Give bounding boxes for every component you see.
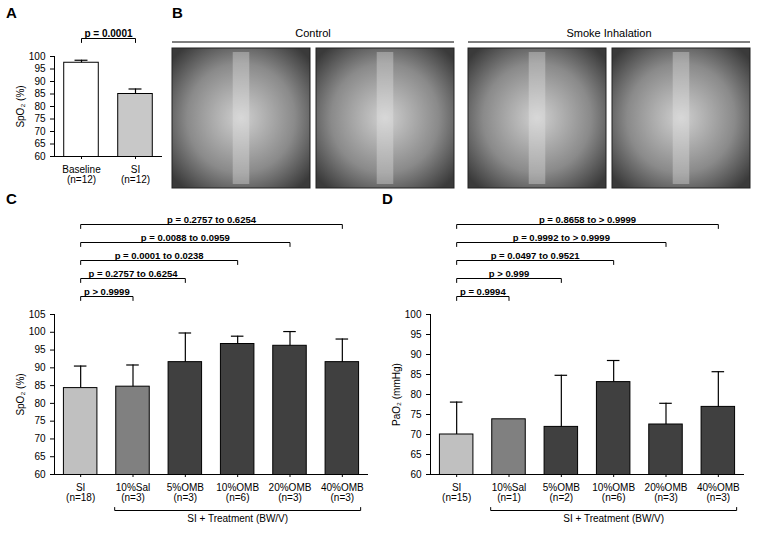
svg-text:85: 85	[410, 369, 422, 380]
svg-text:10%Sal(n=1): 10%Sal(n=1)	[492, 482, 526, 503]
svg-text:70: 70	[410, 429, 422, 440]
svg-text:p = 0.0088 to 0.0959: p = 0.0088 to 0.0959	[141, 232, 230, 243]
svg-text:80: 80	[34, 398, 46, 409]
svg-text:p = 0.0001: p = 0.0001	[84, 28, 133, 39]
svg-text:100: 100	[29, 51, 46, 62]
svg-text:65: 65	[34, 451, 46, 462]
svg-text:95: 95	[410, 329, 422, 340]
svg-text:SpO₂ (%): SpO₂ (%)	[15, 85, 26, 127]
svg-text:20%OMB(n=3): 20%OMB(n=3)	[269, 482, 312, 503]
svg-text:5%OMB(n=2): 5%OMB(n=2)	[543, 482, 581, 503]
svg-text:SI(n=12): SI(n=12)	[121, 164, 150, 185]
svg-text:10%OMB(n=6): 10%OMB(n=6)	[216, 482, 259, 503]
svg-text:70: 70	[34, 433, 46, 444]
html-text:B: B	[172, 4, 183, 21]
svg-text:p = 0.8658 to > 0.9999: p = 0.8658 to > 0.9999	[539, 214, 636, 225]
svg-text:65: 65	[410, 449, 422, 460]
svg-text:85: 85	[34, 380, 46, 391]
svg-text:70: 70	[34, 126, 46, 137]
svg-text:75: 75	[34, 113, 46, 124]
svg-text:100: 100	[29, 326, 46, 337]
html-text:D: D	[382, 190, 393, 207]
svg-text:90: 90	[34, 76, 46, 87]
svg-text:SI(n=15): SI(n=15)	[442, 482, 471, 503]
svg-text:60: 60	[34, 151, 46, 162]
svg-text:95: 95	[34, 344, 46, 355]
svg-text:SI + Treatment (BW/V): SI + Treatment (BW/V)	[563, 513, 664, 524]
svg-text:SpO₂ (%): SpO₂ (%)	[15, 373, 26, 415]
svg-text:105: 105	[29, 309, 46, 320]
svg-text:65: 65	[34, 138, 46, 149]
svg-text:PaO₂ (mmHg): PaO₂ (mmHg)	[391, 363, 402, 426]
svg-text:Control: Control	[295, 27, 330, 39]
html-text:C: C	[6, 190, 17, 207]
svg-text:p = 0.9994: p = 0.9994	[460, 286, 506, 297]
svg-text:p = 0.2757 to 0.6254: p = 0.2757 to 0.6254	[167, 214, 257, 225]
svg-text:SI(n=18): SI(n=18)	[66, 482, 95, 503]
svg-text:10%OMB(n=6): 10%OMB(n=6)	[592, 482, 635, 503]
svg-text:40%OMB(n=3): 40%OMB(n=3)	[321, 482, 364, 503]
svg-text:90: 90	[34, 362, 46, 373]
svg-text:60: 60	[34, 469, 46, 480]
svg-text:5%OMB(n=3): 5%OMB(n=3)	[167, 482, 205, 503]
svg-text:p = 0.0001 to 0.0238: p = 0.0001 to 0.0238	[115, 250, 204, 261]
svg-text:p > 0.999: p > 0.999	[489, 268, 529, 279]
svg-text:60: 60	[410, 469, 422, 480]
svg-text:20%OMB(n=3): 20%OMB(n=3)	[645, 482, 688, 503]
svg-text:85: 85	[34, 88, 46, 99]
svg-text:p = 0.0497 to 0.9521: p = 0.0497 to 0.9521	[491, 250, 581, 261]
svg-text:95: 95	[34, 63, 46, 74]
html-text:A: A	[6, 4, 17, 21]
svg-text:p = 0.2757 to 0.6254: p = 0.2757 to 0.6254	[89, 268, 179, 279]
svg-text:p = 0.9992 to > 0.9999: p = 0.9992 to > 0.9999	[513, 232, 610, 243]
svg-text:p > 0.9999: p > 0.9999	[84, 286, 130, 297]
svg-text:40%OMB(n=3): 40%OMB(n=3)	[697, 482, 740, 503]
svg-text:75: 75	[34, 415, 46, 426]
svg-text:Baseline(n=12): Baseline(n=12)	[62, 164, 101, 185]
svg-text:10%Sal(n=3): 10%Sal(n=3)	[116, 482, 150, 503]
svg-text:Smoke Inhalation: Smoke Inhalation	[567, 27, 652, 39]
svg-text:90: 90	[410, 349, 422, 360]
svg-text:75: 75	[410, 409, 422, 420]
svg-text:SI + Treatment (BW/V): SI + Treatment (BW/V)	[187, 513, 288, 524]
svg-text:80: 80	[410, 389, 422, 400]
svg-text:80: 80	[34, 101, 46, 112]
svg-text:100: 100	[405, 309, 422, 320]
